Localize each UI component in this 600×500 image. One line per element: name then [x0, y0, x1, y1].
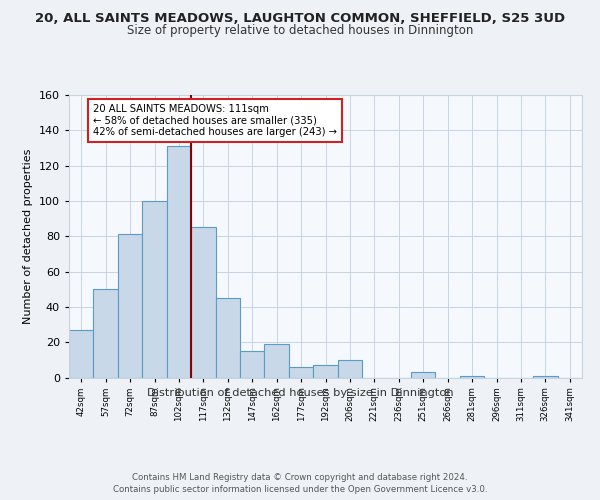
Bar [167, 146, 191, 378]
Text: 20, ALL SAINTS MEADOWS, LAUGHTON COMMON, SHEFFIELD, S25 3UD: 20, ALL SAINTS MEADOWS, LAUGHTON COMMON,… [35, 12, 565, 26]
Text: Size of property relative to detached houses in Dinnington: Size of property relative to detached ho… [127, 24, 473, 37]
Bar [411, 372, 436, 378]
Bar [240, 351, 265, 378]
Text: 20 ALL SAINTS MEADOWS: 111sqm
← 58% of detached houses are smaller (335)
42% of : 20 ALL SAINTS MEADOWS: 111sqm ← 58% of d… [94, 104, 337, 137]
Bar [69, 330, 94, 378]
Bar [313, 365, 338, 378]
Bar [142, 201, 167, 378]
Y-axis label: Number of detached properties: Number of detached properties [23, 148, 33, 324]
Bar [215, 298, 240, 378]
Bar [460, 376, 484, 378]
Bar [338, 360, 362, 378]
Text: Contains HM Land Registry data © Crown copyright and database right 2024.
Contai: Contains HM Land Registry data © Crown c… [113, 472, 487, 494]
Bar [118, 234, 142, 378]
Bar [289, 367, 313, 378]
Bar [533, 376, 557, 378]
Text: Distribution of detached houses by size in Dinnington: Distribution of detached houses by size … [146, 388, 454, 398]
Bar [265, 344, 289, 378]
Bar [94, 289, 118, 378]
Bar [191, 228, 215, 378]
